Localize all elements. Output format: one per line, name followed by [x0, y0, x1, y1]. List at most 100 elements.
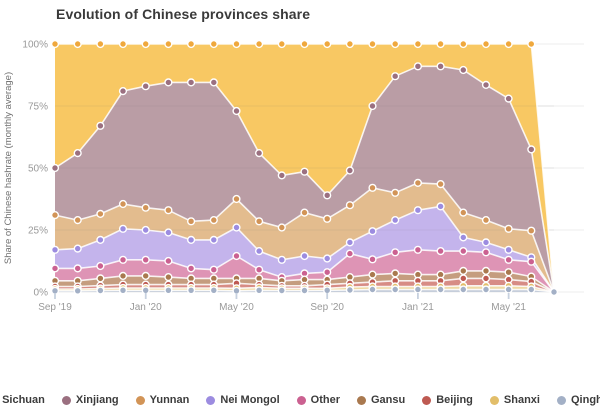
data-point-xinjiang[interactable] [391, 72, 400, 81]
data-point-nei-mongol[interactable] [459, 233, 468, 242]
data-point-sichuan[interactable] [527, 39, 536, 49]
data-point-gansu[interactable] [164, 273, 173, 282]
data-point-yunnan[interactable] [391, 188, 400, 197]
data-point-yunnan[interactable] [323, 214, 332, 223]
legend-item-other[interactable]: Other [296, 394, 340, 406]
data-point-sichuan[interactable] [323, 39, 332, 49]
data-point-sichuan[interactable] [118, 39, 128, 49]
data-point-nei-mongol[interactable] [232, 223, 241, 232]
data-point-other[interactable] [504, 255, 513, 264]
data-point-qinghai[interactable] [413, 285, 423, 294]
data-point-xinjiang[interactable] [164, 78, 173, 87]
data-point-other[interactable] [164, 256, 173, 266]
data-point-sichuan[interactable] [504, 39, 513, 49]
legend-item-yunnan[interactable]: Yunnan [135, 394, 189, 406]
data-point-xinjiang[interactable] [436, 62, 445, 71]
data-point-other[interactable] [345, 249, 355, 258]
data-point-xinjiang[interactable] [504, 94, 513, 103]
data-point-qinghai[interactable] [504, 285, 513, 294]
data-point-xinjiang[interactable] [481, 80, 491, 90]
legend-item-xinjiang[interactable]: Xinjiang [61, 394, 119, 406]
data-point-sichuan[interactable] [141, 39, 150, 49]
data-point-gansu[interactable] [368, 270, 377, 279]
data-point-xinjiang[interactable] [187, 78, 196, 87]
data-point-yunnan[interactable] [96, 209, 105, 219]
data-point-nei-mongol[interactable] [323, 254, 332, 263]
data-point-nei-mongol[interactable] [413, 206, 423, 215]
data-point-sichuan[interactable] [391, 39, 400, 49]
data-point-yunnan[interactable] [164, 206, 173, 215]
data-point-nei-mongol[interactable] [164, 228, 173, 237]
data-point-xinjiang[interactable] [141, 82, 150, 91]
data-point-other[interactable] [232, 251, 241, 261]
data-point-other[interactable] [527, 257, 536, 266]
data-point-xinjiang[interactable] [413, 62, 423, 71]
data-point-yunnan[interactable] [481, 216, 491, 225]
data-point-sichuan[interactable] [345, 39, 355, 49]
data-point-qinghai[interactable] [345, 285, 355, 295]
data-point-sichuan[interactable] [164, 39, 173, 49]
data-point-other[interactable] [436, 247, 445, 256]
data-point-sichuan[interactable] [73, 39, 82, 49]
data-point-yunnan[interactable] [255, 217, 264, 226]
data-point-qinghai[interactable] [549, 287, 559, 297]
data-point-other[interactable] [481, 248, 491, 257]
data-point-sichuan[interactable] [481, 39, 491, 49]
data-point-gansu[interactable] [504, 268, 513, 277]
data-point-xinjiang[interactable] [96, 121, 105, 130]
data-point-nei-mongol[interactable] [436, 202, 445, 211]
data-point-yunnan[interactable] [209, 216, 218, 225]
data-point-other[interactable] [459, 247, 468, 256]
data-point-qinghai[interactable] [209, 286, 218, 295]
data-point-yunnan[interactable] [232, 194, 241, 204]
data-point-gansu[interactable] [459, 266, 468, 276]
data-point-qinghai[interactable] [187, 286, 196, 295]
data-point-yunnan[interactable] [368, 183, 377, 192]
data-point-sichuan[interactable] [459, 39, 468, 49]
data-point-yunnan[interactable] [504, 224, 513, 233]
data-point-qinghai[interactable] [118, 286, 128, 295]
legend-item-shanxi[interactable]: Shanxi [489, 394, 540, 406]
data-point-yunnan[interactable] [118, 199, 128, 209]
legend-item-nei-mongol[interactable]: Nei Mongol [206, 394, 280, 406]
data-point-nei-mongol[interactable] [504, 245, 513, 254]
data-point-nei-mongol[interactable] [96, 235, 105, 245]
legend-item-qinghai[interactable]: Qinghai [556, 394, 600, 406]
data-point-sichuan[interactable] [368, 39, 377, 49]
data-point-beijing[interactable] [459, 274, 468, 283]
data-point-other[interactable] [368, 255, 377, 264]
data-point-nei-mongol[interactable] [141, 225, 150, 235]
legend-item-gansu[interactable]: Gansu [357, 394, 405, 406]
data-point-qinghai[interactable] [527, 285, 536, 294]
data-point-nei-mongol[interactable] [345, 238, 355, 247]
data-point-sichuan[interactable] [187, 39, 196, 49]
data-point-xinjiang[interactable] [73, 149, 82, 158]
data-point-xinjiang[interactable] [118, 86, 128, 96]
data-point-sichuan[interactable] [277, 39, 286, 49]
data-point-gansu[interactable] [481, 266, 491, 276]
data-point-qinghai[interactable] [96, 286, 105, 295]
data-point-other[interactable] [96, 261, 105, 271]
data-point-sichuan[interactable] [255, 39, 264, 49]
data-point-yunnan[interactable] [413, 178, 423, 188]
data-point-yunnan[interactable] [141, 203, 150, 212]
data-point-xinjiang[interactable] [345, 166, 355, 175]
data-point-xinjiang[interactable] [323, 191, 332, 200]
data-point-yunnan[interactable] [73, 216, 82, 225]
data-point-qinghai[interactable] [73, 286, 82, 295]
data-point-other[interactable] [255, 265, 264, 274]
data-point-qinghai[interactable] [368, 285, 377, 294]
data-point-yunnan[interactable] [436, 180, 445, 189]
data-point-xinjiang[interactable] [209, 78, 218, 87]
data-point-sichuan[interactable] [209, 39, 218, 49]
data-point-yunnan[interactable] [277, 223, 286, 232]
data-point-nei-mongol[interactable] [300, 251, 309, 261]
data-point-nei-mongol[interactable] [277, 255, 286, 264]
data-point-yunnan[interactable] [459, 208, 468, 217]
data-point-sichuan[interactable] [413, 39, 423, 49]
data-point-xinjiang[interactable] [459, 65, 468, 75]
data-point-other[interactable] [391, 248, 400, 257]
data-point-sichuan[interactable] [50, 39, 60, 49]
data-point-other[interactable] [50, 264, 60, 273]
data-point-nei-mongol[interactable] [255, 247, 264, 256]
